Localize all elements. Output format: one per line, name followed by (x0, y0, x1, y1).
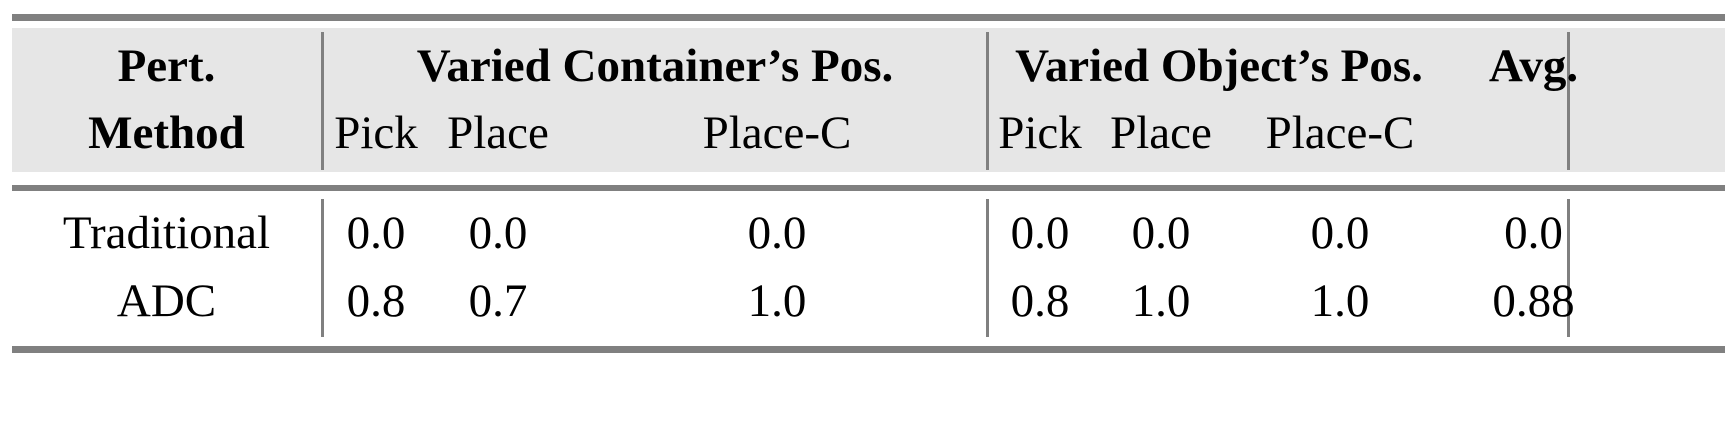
cell-adc-container-place-c: 1.0 (747, 274, 807, 327)
header-row-minor: Method Pick Place Place-C Pick Place Pla… (12, 100, 1725, 166)
header-stub-line1: Pert. (117, 39, 216, 92)
row-label-adc: ADC (116, 274, 217, 327)
table-header-shading (12, 28, 1725, 172)
header-avg: Avg. (1488, 39, 1579, 92)
cell-adc-object-place-c: 1.0 (1310, 274, 1370, 327)
header-group-container: Varied Container’s Pos. (416, 39, 894, 92)
table-row: ADC 0.8 0.7 1.0 0.8 1.0 1.0 0.88 (12, 268, 1725, 334)
cell-adc-object-pick: 0.8 (1010, 274, 1070, 327)
cell-traditional-object-place-c: 0.0 (1310, 206, 1370, 259)
header-subcol-object-place: Place (1110, 106, 1212, 159)
header-subcol-container-place: Place (447, 106, 549, 159)
cell-traditional-container-place: 0.0 (468, 206, 528, 259)
row-label-traditional: Traditional (62, 206, 271, 259)
table-bottom-rule (12, 346, 1725, 353)
cell-traditional-object-pick: 0.0 (1010, 206, 1070, 259)
body-separator-after-container-group (986, 199, 989, 337)
cell-traditional-avg: 0.0 (1504, 206, 1563, 259)
cell-adc-container-pick: 0.8 (346, 274, 406, 327)
header-row-major: Pert. Varied Container’s Pos. Varied Obj… (12, 36, 1725, 96)
header-separator-before-avg (1567, 32, 1570, 170)
body-separator-before-avg (1567, 199, 1570, 337)
table-mid-rule (12, 185, 1725, 191)
header-stub-line2: Method (88, 106, 245, 159)
header-separator-after-method (321, 32, 324, 170)
table-top-rule (12, 14, 1725, 21)
header-subcol-object-pick: Pick (998, 106, 1082, 159)
cell-adc-avg: 0.88 (1492, 274, 1575, 327)
header-subcol-container-place-c: Place-C (702, 106, 852, 159)
header-separator-after-container-group (986, 32, 989, 170)
table-row: Traditional 0.0 0.0 0.0 0.0 0.0 0.0 0.0 (12, 200, 1725, 266)
cell-traditional-container-pick: 0.0 (346, 206, 406, 259)
cell-adc-object-place: 1.0 (1131, 274, 1191, 327)
header-subcol-container-pick: Pick (334, 106, 418, 159)
cell-traditional-object-place: 0.0 (1131, 206, 1191, 259)
cell-adc-container-place: 0.7 (468, 274, 528, 327)
body-separator-after-method (321, 199, 324, 337)
header-group-object: Varied Object’s Pos. (1015, 39, 1423, 92)
header-subcol-object-place-c: Place-C (1265, 106, 1415, 159)
cell-traditional-container-place-c: 0.0 (747, 206, 807, 259)
